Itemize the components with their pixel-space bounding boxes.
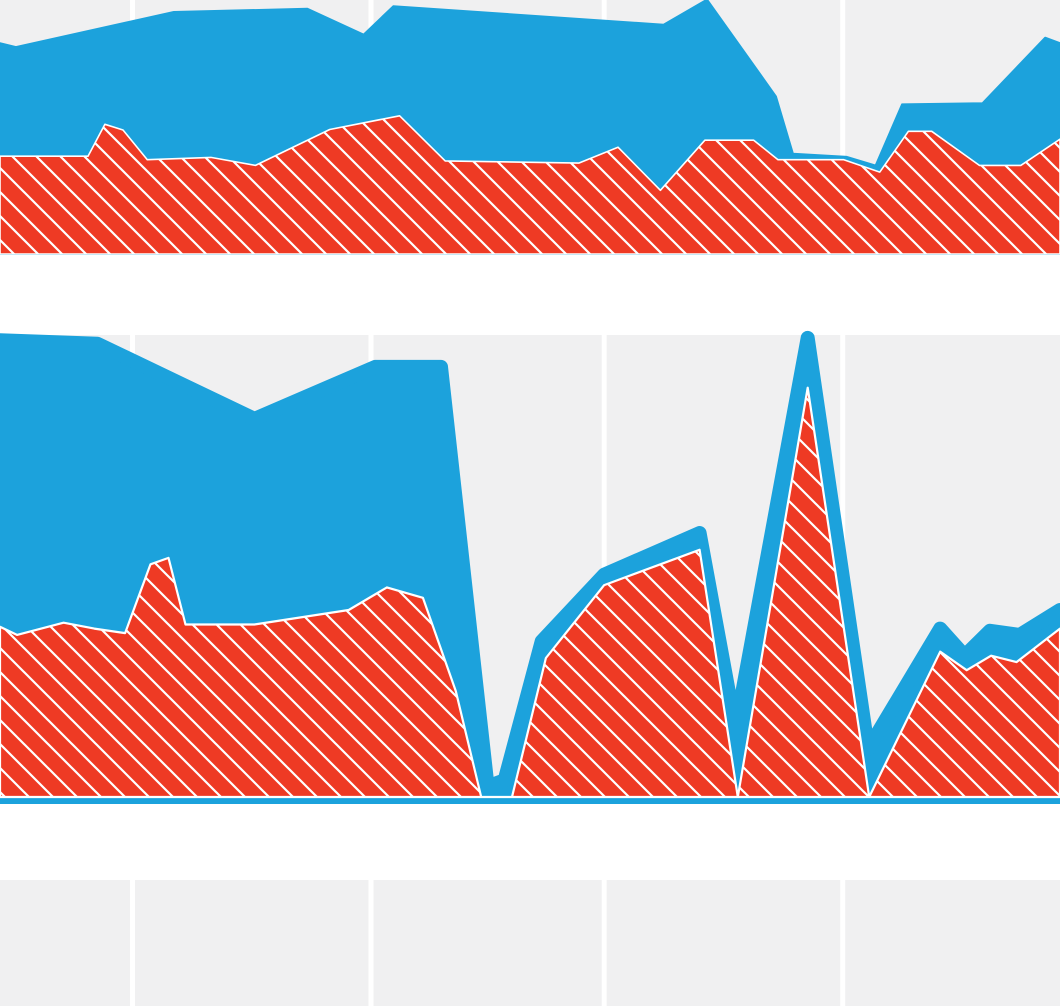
chart-1	[0, 0, 1060, 255]
series-layer	[0, 0, 1060, 804]
area-red-chart-2	[0, 386, 1060, 799]
chart-2	[0, 330, 1060, 804]
area-red-chart-1	[0, 115, 1060, 255]
panel-separator-1	[0, 254, 1060, 335]
panel-separator-2	[0, 797, 1060, 880]
panel-3-background	[0, 880, 1060, 1006]
